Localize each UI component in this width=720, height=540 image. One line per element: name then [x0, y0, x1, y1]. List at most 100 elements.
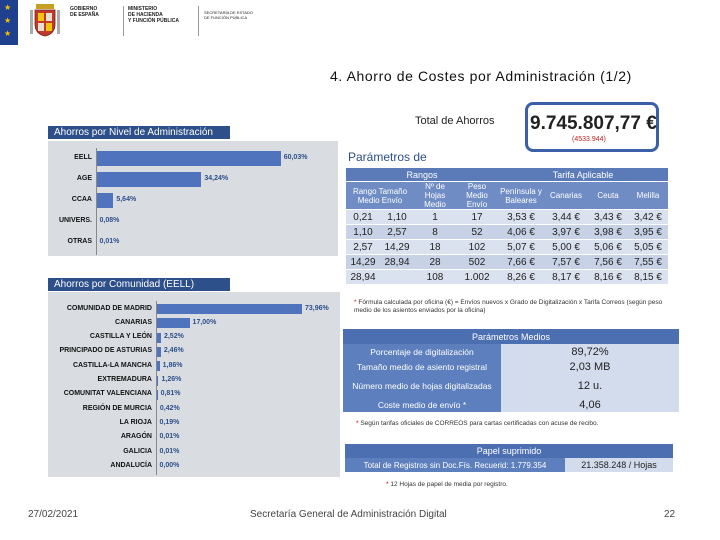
table-row: 1,10 2,57 8 52 4,06 €3,97 €3,98 €3,95 €: [346, 224, 668, 240]
table-cell: 3,43 €: [588, 209, 628, 225]
bar: [156, 361, 160, 372]
category-label: OTRAS: [67, 238, 93, 245]
value-label: 0,01%: [99, 238, 120, 245]
bar: [96, 172, 202, 187]
bar: [156, 318, 190, 329]
divider: [123, 6, 124, 36]
star-icon: ★: [4, 16, 12, 25]
note-text: 12 Hojas de papel de media por registro.: [390, 481, 508, 488]
table-cell: 3,44 €: [544, 209, 588, 225]
table-cell: 7,56 €: [588, 254, 628, 270]
page-title: 4. Ahorro de Costes por Administración (…: [330, 68, 632, 84]
ministry-name: MINISTERIO DE HACIENDA Y FUNCIÓN PÚBLICA: [128, 6, 190, 24]
category-label: EELL: [74, 154, 92, 161]
category-label: GALICIA: [123, 447, 152, 455]
chart-title-comunidad: Ahorros por Comunidad (EELL): [48, 278, 230, 291]
table-cell: 8,15 €: [628, 269, 668, 285]
table-cell: 1: [414, 209, 456, 225]
bar: [156, 304, 302, 314]
axis-line: [96, 148, 97, 255]
note-text: Según tarifas oficiales de CORREOS para …: [360, 420, 599, 427]
group-header: Rangos: [346, 168, 498, 182]
table-cell: 3,97 €: [544, 224, 588, 240]
chart-comunidad: COMUNIDAD DE MADRID 73,96% CANARIAS 17,00% C…: [48, 292, 340, 477]
table-cell: 3,98 €: [588, 224, 628, 240]
org-line: DE ESPAÑA: [70, 12, 99, 18]
bar: [156, 375, 159, 386]
value-label: 0,42%: [159, 404, 180, 412]
footer-page: 22: [664, 509, 676, 520]
category-label: AGE: [76, 175, 92, 182]
chart-nivel: EELL 60,03% AGE 34,24% CCAA 5,64% UNIVERS. 0,08…: [48, 141, 338, 256]
bar: [96, 193, 114, 208]
org-line: Y FUNCIÓN PÚBLICA: [128, 18, 180, 24]
category-label: CASTILLA Y LEÓN: [89, 333, 152, 341]
table-cell: 0,21: [346, 209, 380, 225]
medios-label: Número medio de hojas digitalizadas: [343, 374, 501, 398]
value-label: 0,08%: [99, 217, 120, 224]
star-icon: ★: [4, 29, 12, 38]
footer-date: 27/02/2021: [28, 509, 79, 520]
table-row: 14,29 28,94 28 502 7,66 €7,57 €7,56 €7,55 €: [346, 254, 668, 270]
value-label: 1,86%: [162, 361, 183, 369]
org-line: GOBIERNO: [70, 6, 98, 12]
coat-of-arms-logo: [30, 4, 60, 37]
category-label: CASTILLA-LA MANCHA: [72, 361, 152, 369]
value-label: 34,24%: [204, 175, 229, 182]
medios-value: 89,72%: [501, 344, 679, 359]
papel-label: Total de Registros sin Doc.Fís. Recuerid…: [345, 458, 565, 472]
category-label: COMUNITAT VALENCIANA: [63, 390, 152, 398]
category-label: CANARIAS: [115, 318, 152, 326]
value-label: 60,03%: [283, 154, 308, 161]
table-row: 0,21 1,10 1 17 3,53 €3,44 €3,43 €3,42 €: [346, 209, 668, 225]
medios-table: Parámetros Medios Porcentaje de digitali…: [343, 329, 679, 412]
table-cell: 3,42 €: [628, 209, 668, 225]
value-label: 2,52%: [163, 333, 184, 341]
divider: [198, 6, 199, 36]
table-cell: 7,57 €: [544, 254, 588, 270]
medios-label: Porcentaje de digitalización: [343, 344, 501, 359]
total-box: [525, 102, 659, 152]
medios-value: 2,03 MB: [501, 359, 679, 374]
star-icon: ★: [4, 3, 12, 12]
category-label: REGIÓN DE MURCIA: [82, 404, 152, 412]
chart-nivel-panel: EELL 60,03% AGE 34,24% CCAA 5,64% UNIVERS. 0,08…: [48, 141, 338, 256]
bar: [156, 346, 161, 357]
params-title: Parámetros de: [348, 150, 427, 164]
value-label: 0,01%: [159, 447, 180, 455]
table-cell: 108: [414, 269, 456, 285]
table-cell: 8,26 €: [498, 269, 544, 285]
table-cell: 102: [456, 239, 498, 255]
note-text: Fórmula calculada por oficina (€) = Enví…: [354, 299, 663, 314]
table-cell: 1.002: [456, 269, 498, 285]
table-cell: 3,95 €: [628, 224, 668, 240]
table-cell: 5,07 €: [498, 239, 544, 255]
secretariat-name: SECRETARÍA DE ESTADO DE FUNCIÓN PÚBLICA: [204, 10, 274, 20]
papel-table: Papel suprimido Total de Registros sin D…: [345, 444, 673, 472]
value-label: 0,01%: [159, 433, 180, 441]
value-label: 2,46%: [163, 347, 184, 355]
table-cell: 502: [456, 254, 498, 270]
category-label: PRINCIPADO DE ASTURIAS: [59, 347, 152, 355]
table-cell: 3,53 €: [498, 209, 544, 225]
medios-header: Parámetros Medios: [343, 329, 679, 344]
bar: [156, 332, 161, 343]
table-cell: 7,55 €: [628, 254, 668, 270]
table-cell: 4,06 €: [498, 224, 544, 240]
medios-label: Tamaño medio de asiento registral: [343, 359, 501, 374]
flag-strip: ★ ★ ★: [0, 0, 18, 45]
params-note: * Fórmula calculada por oficina (€) = En…: [354, 299, 672, 315]
table-cell: 17: [456, 209, 498, 225]
org-line: SECRETARÍA DE ESTADO: [204, 10, 253, 15]
table-cell: 14,29: [346, 254, 380, 270]
table-cell: 5,05 €: [628, 239, 668, 255]
org-line: MINISTERIO: [128, 6, 158, 12]
papel-value: 21.358.248 / Hojas: [565, 458, 673, 472]
column-header: Ceuta: [588, 181, 628, 210]
category-label: ANDALUCÍA: [110, 461, 152, 469]
tariff-table: Rangos Tarifa Aplicable Rango Tamaño Med…: [346, 168, 668, 285]
org-line: DE FUNCIÓN PÚBLICA: [204, 15, 248, 20]
column-header: Península y Baleares: [498, 181, 544, 210]
table-cell: 28,94: [346, 269, 380, 285]
table-cell: 8: [414, 224, 456, 240]
